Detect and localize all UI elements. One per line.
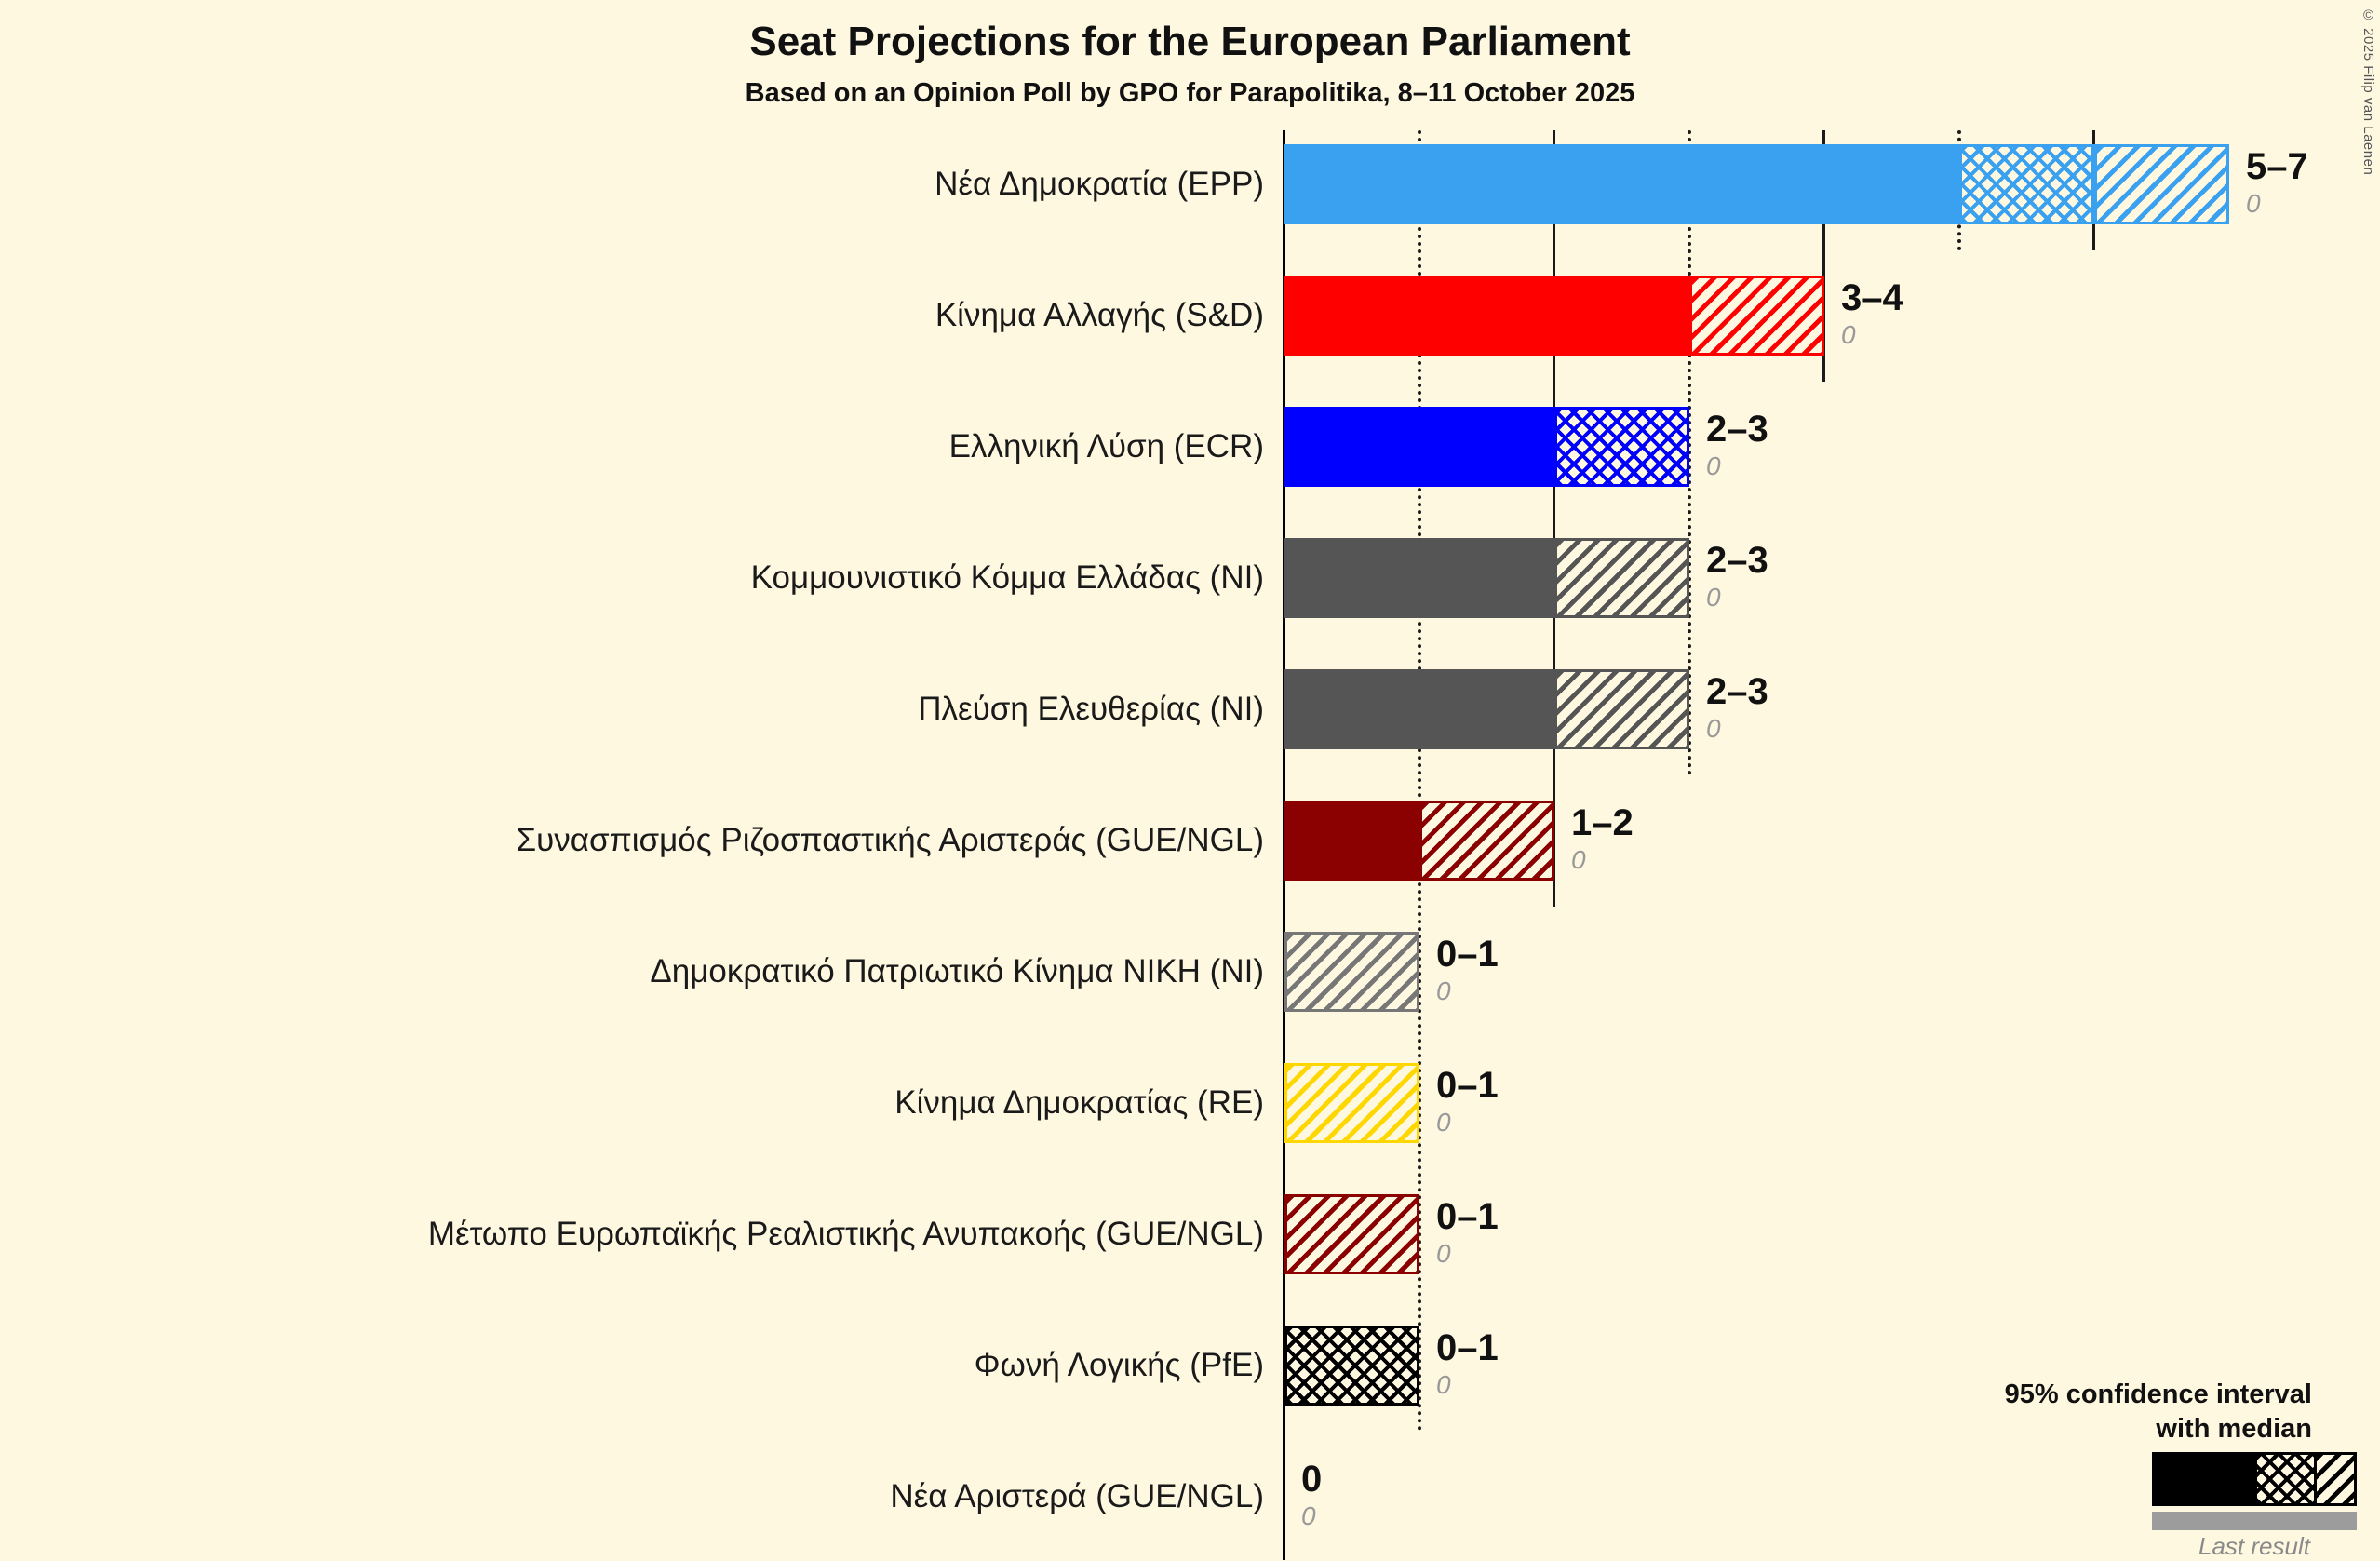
last-result-value: 0 xyxy=(1706,583,1721,612)
party-label: Ελληνική Λύση (ECR) xyxy=(948,428,1264,464)
seat-range-label: 1–2 xyxy=(1571,802,1634,843)
ci-bar-median-crosshatch-segment xyxy=(1959,144,2094,224)
seat-range-label: 0–1 xyxy=(1436,934,1499,975)
ci-bar-solid-segment xyxy=(1284,538,1554,618)
legend: 95% confidence interval with median Last… xyxy=(1891,1379,2357,1560)
seat-range-value: 0–1 0 xyxy=(1436,934,1499,1006)
seat-range-label: 5–7 xyxy=(2246,146,2308,187)
seat-range-label: 2–3 xyxy=(1706,671,1768,712)
page-subtitle: Based on an Opinion Poll by GPO for Para… xyxy=(745,78,1635,108)
legend-crosshatch-median-segment xyxy=(2254,1455,2315,1503)
last-result-value: 0 xyxy=(1436,976,1451,1005)
party-label: Κομμουνιστικό Κόμμα Ελλάδας (NI) xyxy=(750,559,1264,596)
seat-range-label: 0–1 xyxy=(1436,1196,1499,1237)
ci-bar-median-crosshatch-segment xyxy=(1284,1326,1419,1406)
party-label: Νέα Αριστερά (GUE/NGL) xyxy=(890,1478,1264,1514)
seat-range-label: 0 xyxy=(1301,1459,1323,1500)
gridline-seat-2 xyxy=(1553,130,1555,907)
last-result-value: 0 xyxy=(1571,845,1586,874)
last-result-value: 0 xyxy=(1841,320,1856,349)
ci-bar-solid-segment xyxy=(1284,801,1419,881)
legend-solid-segment xyxy=(2155,1455,2254,1503)
seat-range-value: 2–3 0 xyxy=(1706,409,1768,481)
ci-bar-solid-segment xyxy=(1284,144,1959,224)
party-label: Μέτωπο Ευρωπαϊκής Ρεαλιστικής Ανυπακοής … xyxy=(427,1216,1264,1252)
last-result-value: 0 xyxy=(1706,451,1721,480)
gridline-seat-4 xyxy=(1822,130,1825,382)
seat-range-value: 3–4 0 xyxy=(1841,277,1903,350)
legend-last-result-label: Last result xyxy=(2198,1532,2310,1560)
legend-diagonal-upper-segment xyxy=(2314,1455,2354,1503)
seat-range-value: 2–3 0 xyxy=(1706,671,1768,744)
seat-range-label: 2–3 xyxy=(1706,409,1768,450)
seat-range-value: 0–1 0 xyxy=(1436,1065,1499,1137)
last-result-value: 0 xyxy=(1436,1108,1451,1137)
copyright-notice: © 2025 Filip van Laenen xyxy=(2360,7,2376,176)
last-result-value: 0 xyxy=(2246,189,2261,218)
party-label: Κίνημα Αλλαγής (S&D) xyxy=(935,297,1264,333)
legend-title-line2: with median xyxy=(2156,1414,2312,1444)
legend-title-line1: 95% confidence interval xyxy=(2004,1379,2312,1409)
legend-ci-sample-bar xyxy=(2152,1452,2357,1506)
seat-range-label: 0–1 xyxy=(1436,1065,1499,1106)
seat-range-value: 2–3 0 xyxy=(1706,540,1768,612)
ci-bar-solid-segment xyxy=(1284,276,1689,356)
ci-bar-upper-hatch-segment xyxy=(1284,932,1419,1012)
party-label: Φωνή Λογικής (PfE) xyxy=(974,1347,1264,1383)
seat-range-label: 3–4 xyxy=(1841,277,1903,318)
ci-bar-upper-hatch-segment xyxy=(1284,1194,1419,1274)
seat-range-label: 2–3 xyxy=(1706,540,1768,581)
x-axis-zero-line xyxy=(1283,130,1285,1560)
legend-last-result-bar xyxy=(2152,1512,2357,1530)
party-label: Συνασπισμός Ριζοσπαστικής Αριστεράς (GUE… xyxy=(516,822,1265,858)
party-label: Νέα Δημοκρατία (EPP) xyxy=(935,166,1264,202)
seat-range-value: 0–1 0 xyxy=(1436,1327,1499,1400)
seat-range-value: 0–1 0 xyxy=(1436,1196,1499,1269)
gridline-seat-3 xyxy=(1688,130,1691,775)
ci-bar-upper-hatch-segment xyxy=(1689,276,1824,356)
ci-bar-solid-segment xyxy=(1284,669,1554,749)
ci-bar-upper-hatch-segment xyxy=(1419,801,1554,881)
page-title: Seat Projections for the European Parlia… xyxy=(749,19,1631,64)
last-result-value: 0 xyxy=(1436,1370,1451,1399)
ci-bar-solid-segment xyxy=(1284,407,1554,487)
ci-bar-upper-hatch-segment xyxy=(1554,538,1689,618)
ci-bar-upper-hatch-segment xyxy=(1284,1063,1419,1143)
ci-bar-upper-hatch-segment xyxy=(2094,144,2229,224)
gridline-seat-1 xyxy=(1418,130,1421,1432)
party-label: Δημοκρατικό Πατριωτικό Κίνημα ΝΙΚΗ (NI) xyxy=(650,953,1264,989)
last-result-value: 0 xyxy=(1436,1239,1451,1268)
seat-range-value: 1–2 0 xyxy=(1571,802,1634,875)
seat-range-label: 0–1 xyxy=(1436,1327,1499,1368)
party-label: Κίνημα Δημοκρατίας (RE) xyxy=(894,1084,1264,1121)
seat-range-value: 5–7 0 xyxy=(2246,146,2308,219)
ci-bar-upper-hatch-segment xyxy=(1554,669,1689,749)
ci-bar-median-crosshatch-segment xyxy=(1554,407,1689,487)
last-result-value: 0 xyxy=(1301,1501,1316,1530)
party-label: Πλεύση Ελευθερίας (NI) xyxy=(918,691,1264,727)
last-result-value: 0 xyxy=(1706,714,1721,743)
